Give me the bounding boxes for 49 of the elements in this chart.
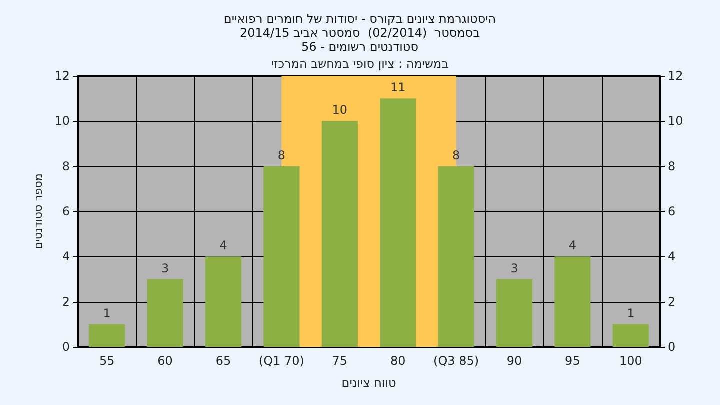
data-label: 10 bbox=[332, 103, 348, 118]
x-tick-label: 60 bbox=[158, 354, 173, 368]
data-label: 1 bbox=[627, 306, 635, 320]
y-tick-label: 8 bbox=[62, 159, 70, 174]
bar bbox=[496, 279, 533, 347]
data-label: 4 bbox=[568, 238, 577, 253]
bar bbox=[147, 279, 184, 347]
text: במשימה : ציון סופי במחשב המרכזי bbox=[271, 57, 449, 71]
bar bbox=[264, 166, 300, 347]
data-label: 3 bbox=[510, 261, 518, 276]
y-tick-label: 12 bbox=[54, 69, 70, 83]
x-axis-title: טווח ציונים bbox=[342, 376, 396, 390]
bar bbox=[554, 256, 591, 347]
data-label: 11 bbox=[390, 80, 406, 95]
chart-subtitle: בסמסטר (02/2014) סמסטר אביב 2014/15 סטודנטים רשומים - 56 bbox=[240, 26, 480, 54]
y-axis-title: מספר סטודנטים bbox=[32, 174, 45, 250]
data-label: 4 bbox=[220, 238, 228, 253]
x-tick-label: 75 bbox=[332, 354, 348, 368]
bar bbox=[612, 324, 649, 347]
x-tick-label: (Q3 85) bbox=[434, 354, 480, 368]
x-tick-label: 100 bbox=[619, 354, 642, 368]
y-tick-label: 0 bbox=[62, 340, 70, 354]
y-tick-label: 6 bbox=[62, 204, 70, 218]
x-tick-label: 55 bbox=[99, 354, 115, 368]
chart-title: היסטוגרמת ציונים בקורס - יסודות של חומרים רפואיים bbox=[224, 12, 496, 26]
data-label: 8 bbox=[278, 148, 286, 162]
data-label: 3 bbox=[161, 261, 170, 276]
x-tick-label: 95 bbox=[565, 354, 580, 368]
y2-tick-label: 8 bbox=[668, 159, 676, 174]
bar bbox=[380, 98, 416, 347]
x-tick-label: 80 bbox=[390, 354, 406, 368]
x-tick-label: (Q1 70) bbox=[258, 354, 304, 368]
y-tick-label: 10 bbox=[54, 114, 70, 128]
y2-tick-label: 2 bbox=[668, 294, 676, 309]
y2-tick-label: 4 bbox=[668, 250, 676, 264]
bar bbox=[205, 256, 242, 347]
y-tick-label: 2 bbox=[62, 294, 70, 309]
bar bbox=[89, 324, 126, 347]
data-label: 1 bbox=[103, 306, 111, 320]
x-tick-label: 65 bbox=[216, 354, 232, 368]
y2-tick-label: 10 bbox=[668, 114, 684, 128]
bar bbox=[322, 121, 358, 347]
y2-tick-label: 6 bbox=[668, 204, 676, 218]
y2-tick-label: 12 bbox=[668, 69, 684, 83]
y-tick-label: 4 bbox=[62, 250, 70, 264]
y2-tick-label: 0 bbox=[668, 340, 676, 354]
data-label: 8 bbox=[452, 148, 460, 162]
bar bbox=[438, 166, 474, 347]
x-tick-label: 90 bbox=[506, 354, 522, 368]
